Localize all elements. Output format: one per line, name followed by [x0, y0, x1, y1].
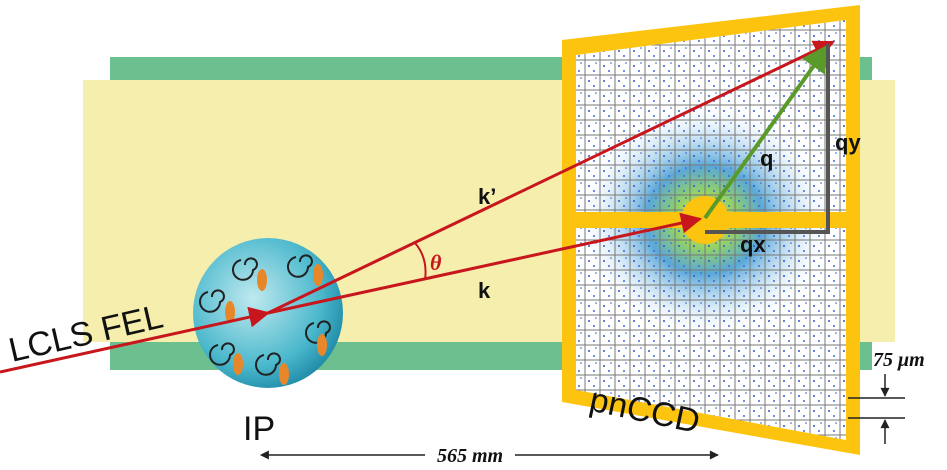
ip-label: IP: [243, 410, 275, 448]
incident-beam: [0, 306, 271, 374]
qy-label: qy: [835, 130, 861, 155]
q-vector: [703, 43, 830, 220]
k-label: k: [478, 278, 491, 303]
q-label: q: [760, 146, 773, 171]
k-prime-label: k’: [478, 184, 496, 209]
k-prime-vector: [267, 40, 835, 315]
k-vector: [267, 212, 703, 315]
pixel-size-label: 75 μm: [873, 349, 925, 371]
particles: [199, 254, 331, 376]
q-components: [705, 44, 830, 234]
theta-label: θ: [430, 250, 442, 275]
particle-tails: [225, 264, 327, 385]
qx-label: qx: [740, 232, 766, 257]
lower-grid: [576, 228, 846, 440]
theta-arc: [414, 242, 427, 281]
distance-label: 565 mm: [437, 445, 503, 467]
center-hole: [681, 196, 729, 244]
